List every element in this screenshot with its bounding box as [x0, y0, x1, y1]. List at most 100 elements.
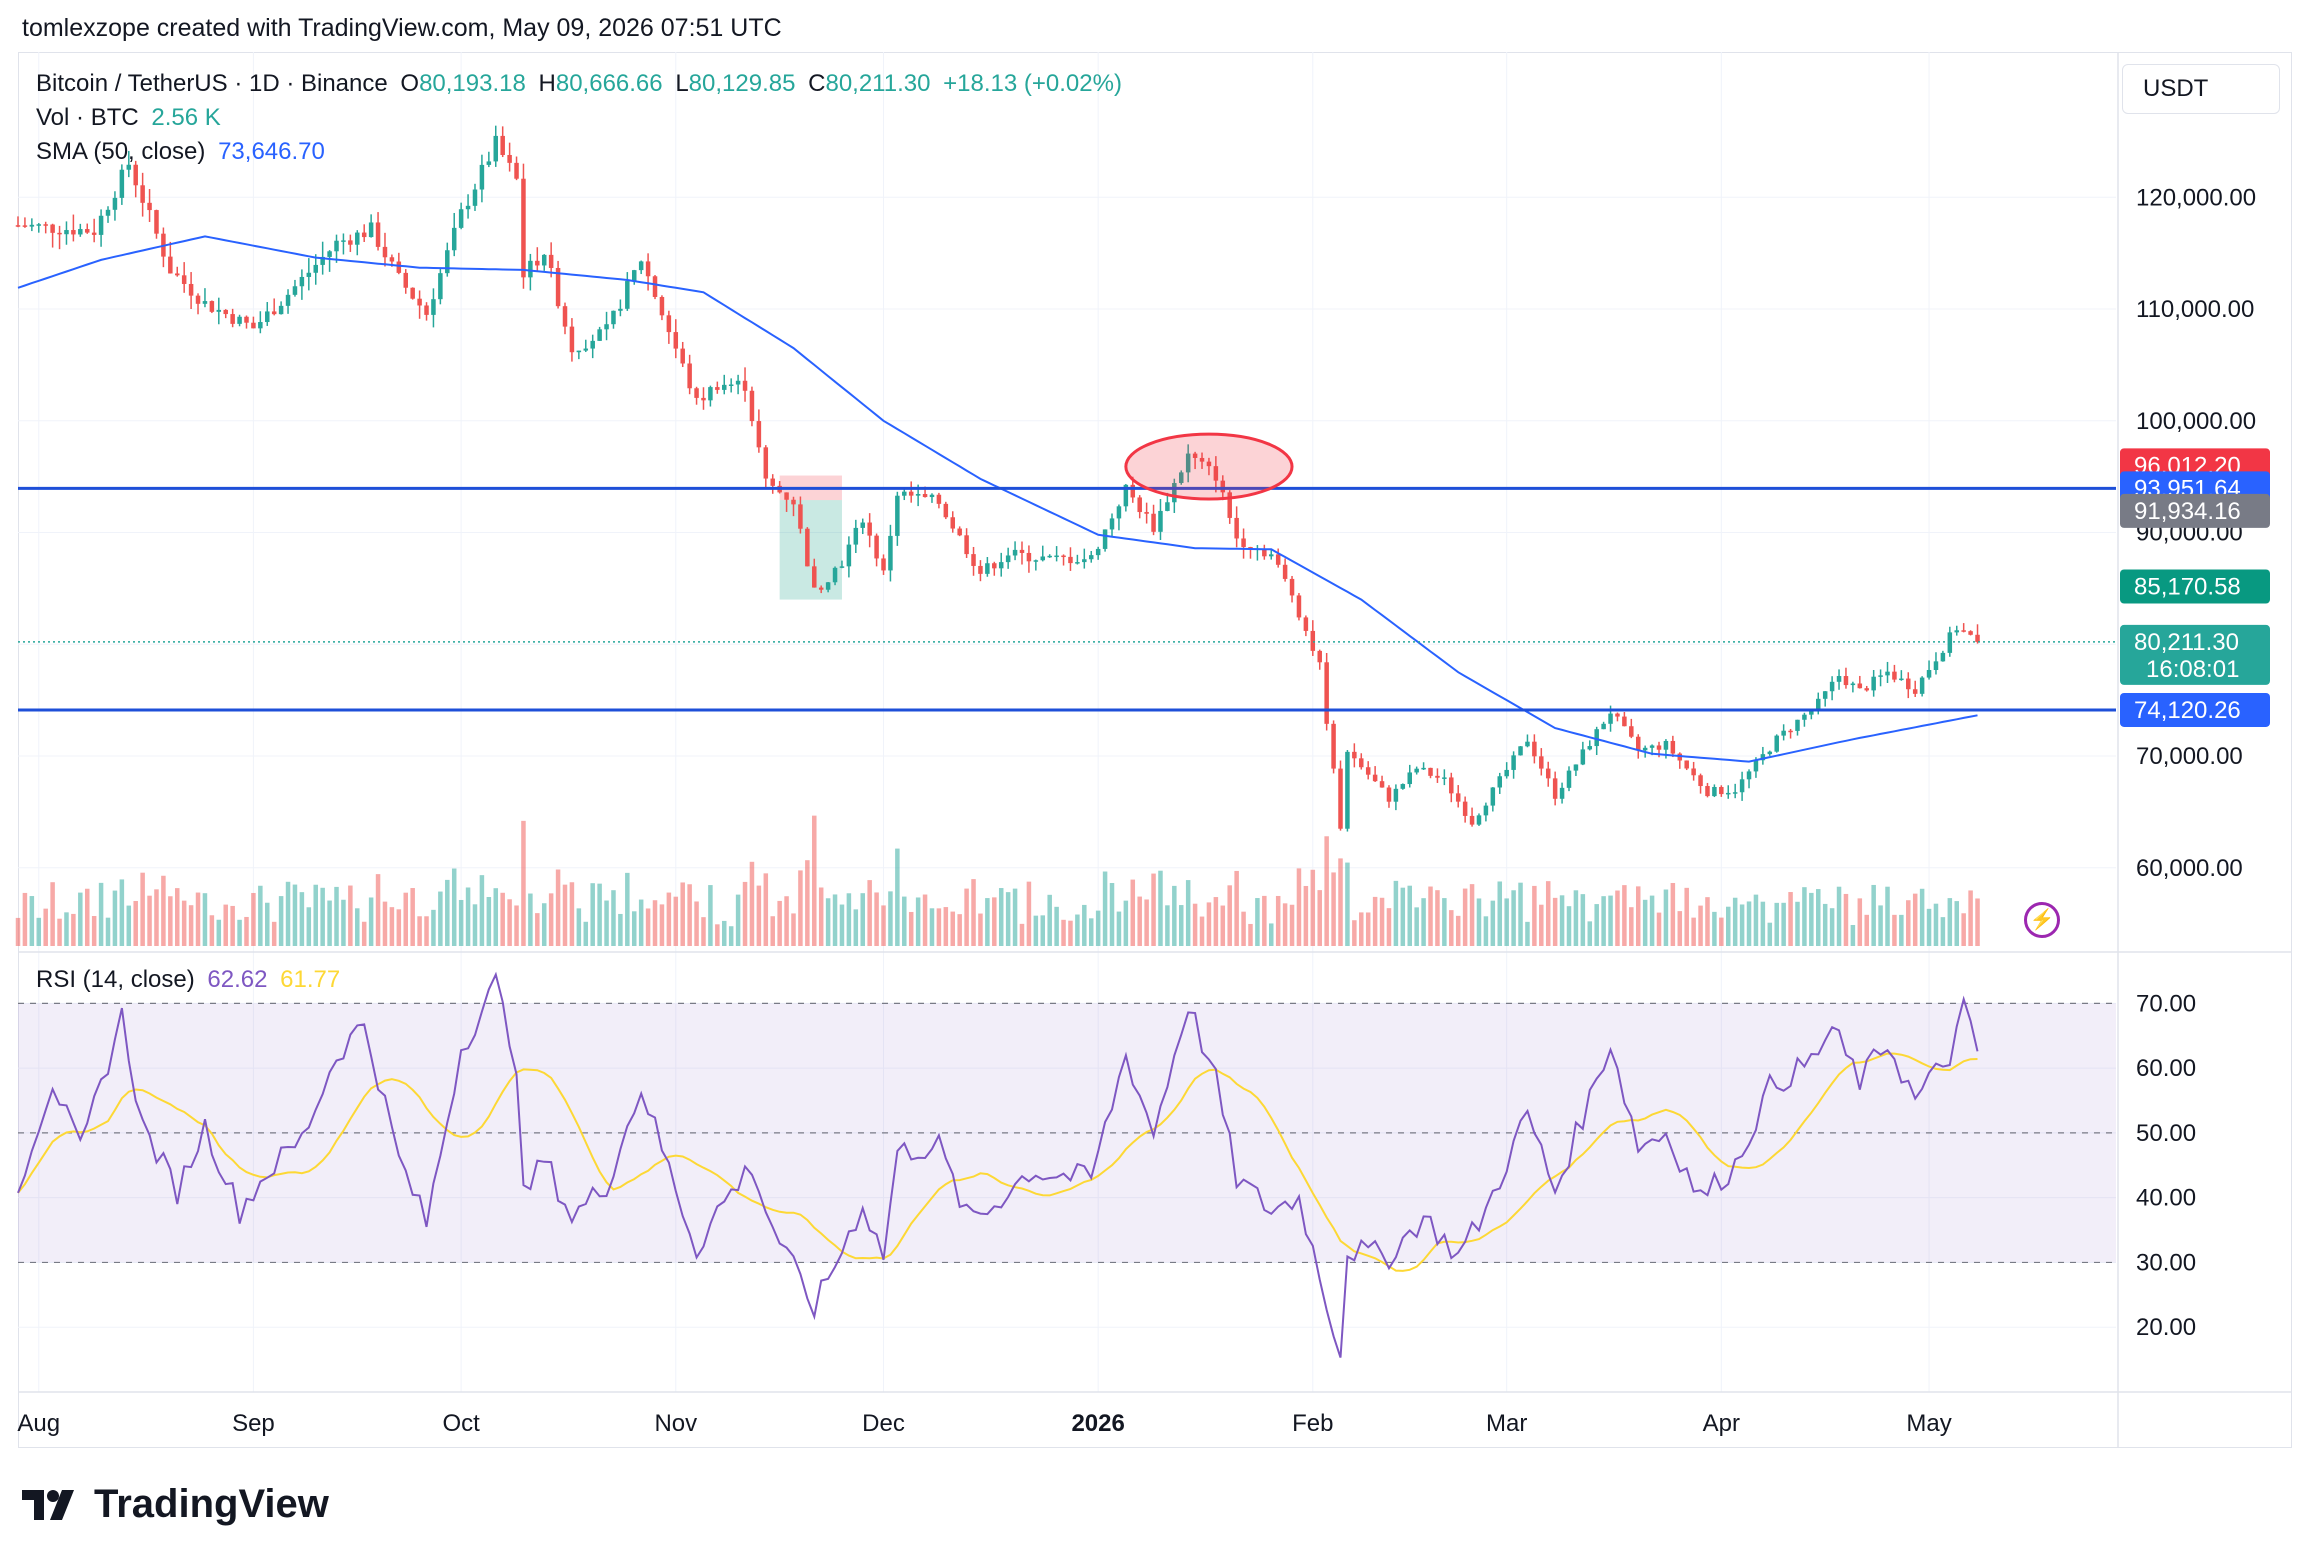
candle-body — [202, 301, 208, 304]
volume-bar — [168, 896, 173, 946]
candle-body — [1234, 517, 1239, 539]
legend-change: +18.13 (+0.02%) — [943, 70, 1122, 97]
volume-bar — [978, 913, 983, 946]
volume-bar — [1857, 898, 1863, 946]
volume-bar — [1497, 881, 1503, 946]
candle-body — [1691, 768, 1696, 776]
candle-body — [133, 164, 138, 186]
candle-body — [860, 522, 865, 528]
candle-body — [1192, 453, 1198, 458]
candle-body — [1677, 753, 1683, 761]
volume-bar — [1185, 880, 1191, 946]
volume-bar — [1061, 919, 1066, 946]
volume-bar — [1372, 896, 1378, 946]
candle-body — [798, 504, 803, 529]
target-zone[interactable] — [779, 500, 842, 600]
volume-bar — [673, 896, 679, 946]
candle-body — [1497, 776, 1503, 788]
candle-body — [1760, 754, 1766, 761]
volume-bar — [818, 887, 824, 946]
candle-body — [507, 154, 512, 163]
candle-body — [915, 494, 921, 496]
volume-bar — [1691, 917, 1696, 946]
candle-body — [500, 135, 505, 155]
candle-body — [659, 296, 665, 316]
price-label-value: 85,170.58 — [2134, 573, 2241, 600]
candle-body — [1026, 552, 1032, 562]
price-label-box — [2120, 692, 2270, 727]
candle-body — [936, 494, 942, 504]
price-label-box — [2120, 624, 2270, 685]
candle-body — [1968, 631, 1973, 635]
candle-body — [805, 528, 810, 567]
volume-bar — [971, 879, 976, 946]
candle-body — [631, 270, 637, 282]
candle-body — [541, 254, 547, 266]
candle-body — [403, 272, 408, 288]
volume-bar — [1545, 881, 1551, 946]
volume-bar — [175, 888, 180, 946]
volume-bar — [728, 926, 734, 946]
candle-body — [91, 232, 97, 235]
lightning-icon[interactable]: ⚡ — [2024, 902, 2060, 938]
volume-bar — [936, 908, 942, 946]
volume-bar — [50, 882, 55, 946]
candle-body — [195, 295, 201, 304]
volume-bar — [1483, 916, 1489, 946]
volume-bar — [1760, 901, 1766, 946]
volume-bar — [292, 884, 298, 946]
volume-bar — [687, 884, 692, 946]
volume-bar — [1587, 921, 1593, 946]
candle-body — [1476, 815, 1482, 825]
volume-bar — [223, 904, 228, 946]
candle-body — [715, 387, 720, 390]
candle-body — [992, 563, 997, 569]
candle-body — [493, 135, 499, 162]
candle-body — [576, 350, 582, 353]
legend-sma: SMA (50, close) 73,646.70 — [36, 138, 331, 166]
currency-button[interactable]: USDT — [2122, 64, 2280, 114]
candle-body — [1601, 723, 1606, 730]
candle-body — [1172, 483, 1177, 503]
candle-body — [818, 587, 824, 590]
volume-bar — [1192, 903, 1198, 946]
volume-bar — [299, 892, 305, 946]
candle-body — [1822, 691, 1828, 699]
candle-body — [1663, 740, 1669, 750]
candle-body — [1559, 787, 1565, 799]
price-labels: 96,012.2093,951.6491,934.1685,170.5880,2… — [2120, 448, 2270, 727]
legend-rsi-label: RSI (14, close) — [36, 966, 195, 993]
candle-body — [638, 261, 644, 271]
candle-body — [1220, 480, 1226, 493]
volume-bar — [348, 885, 353, 946]
ellipse-highlight[interactable] — [1124, 432, 1294, 501]
candle-body — [1296, 595, 1302, 618]
candle-body — [528, 260, 533, 278]
volume-bar — [1199, 916, 1205, 946]
volume-bar — [1213, 897, 1219, 946]
tradingview-logo: TradingView — [22, 1482, 329, 1527]
volume-bar — [1947, 898, 1953, 946]
candle-body — [1345, 751, 1350, 829]
candle-body — [1899, 678, 1904, 681]
candles — [15, 125, 1980, 832]
volume-bar — [1144, 899, 1149, 946]
candle-body — [258, 322, 263, 329]
volume-bar — [195, 892, 201, 946]
candle-body — [535, 260, 540, 266]
volume-bar — [258, 885, 263, 946]
candle-body — [1850, 683, 1856, 686]
volume-bar — [1407, 885, 1412, 946]
candle-body — [1137, 497, 1142, 513]
candle-body — [1442, 777, 1447, 779]
candle-body — [1802, 714, 1807, 720]
volume-bar — [1732, 897, 1738, 946]
candle-body — [1359, 758, 1364, 768]
volume-bar — [562, 884, 568, 946]
candle-body — [57, 232, 62, 235]
volume-bar — [535, 913, 540, 946]
volume-bar — [569, 882, 575, 946]
volume-bar — [1220, 905, 1226, 946]
volume-bar — [1255, 898, 1260, 946]
